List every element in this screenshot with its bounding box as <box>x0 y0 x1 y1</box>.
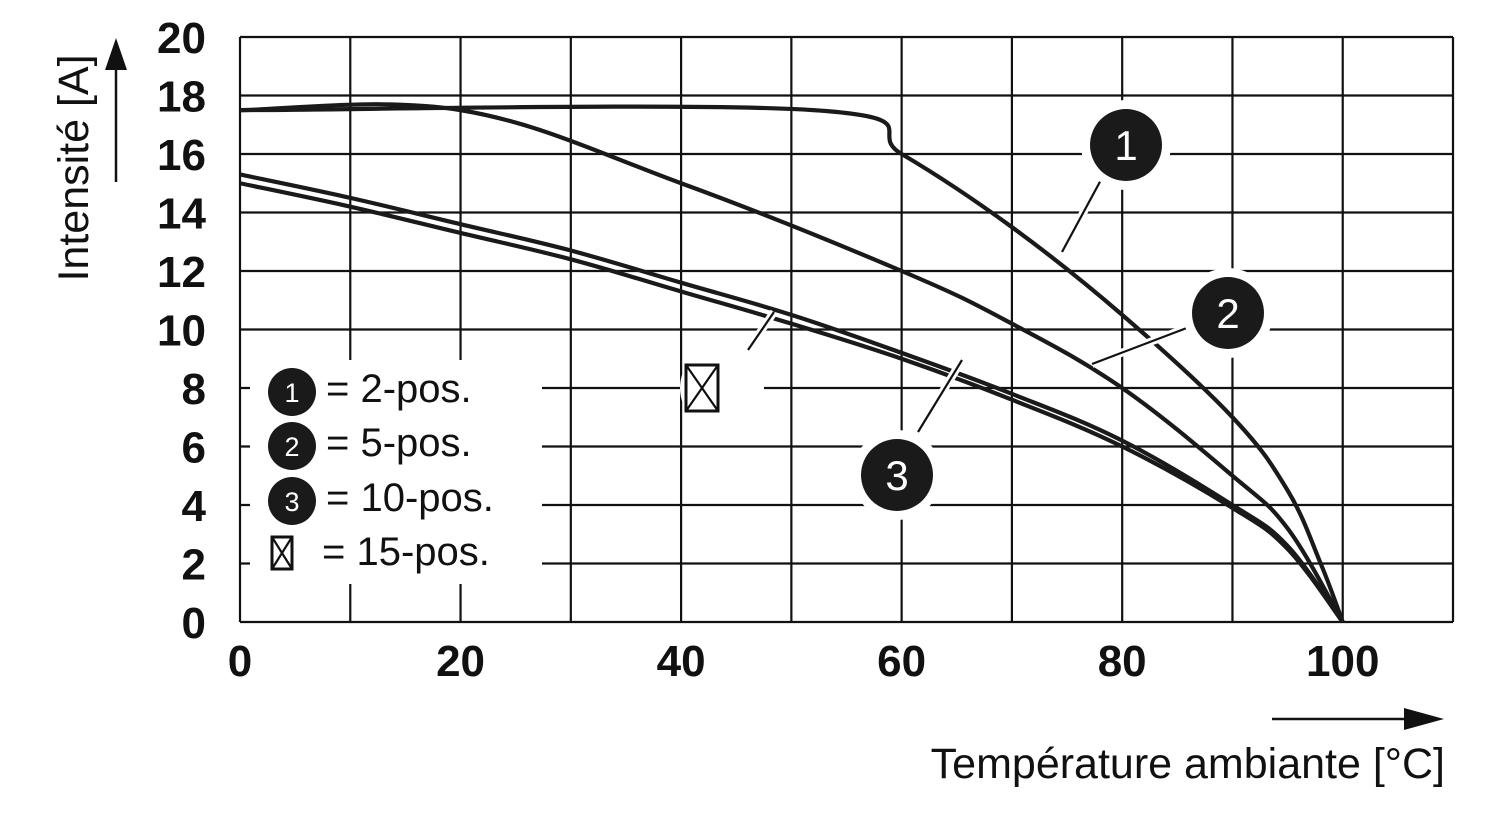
y-tick-label: 8 <box>182 365 206 414</box>
callout-marker-4-cross-b <box>685 364 719 412</box>
x-tick-label: 80 <box>1098 637 1147 686</box>
callout-marker-2-label: 2 <box>1216 290 1239 337</box>
callout-marker-3-label: 3 <box>885 452 908 499</box>
series-line-2 <box>239 102 1345 624</box>
callout-marker-1 <box>1090 109 1162 181</box>
curves <box>239 102 1345 624</box>
curve-callouts: 1 2 3 <box>680 100 1273 520</box>
y-tick-label: 14 <box>157 190 206 239</box>
legend-item-label: = 2-pos. <box>326 367 472 411</box>
callout-marker-3 <box>861 439 933 511</box>
y-tick-label: 6 <box>182 424 206 473</box>
callout-leader-4 <box>747 311 775 351</box>
y-axis-arrow <box>105 38 127 182</box>
legend-marker-label: 3 <box>284 487 299 517</box>
x-tick-label: 40 <box>657 637 706 686</box>
legend-marker-4-cross-b <box>271 536 293 570</box>
x-tick-label: 0 <box>228 637 252 686</box>
legend-marker-4 <box>270 535 294 571</box>
legend-marker-3 <box>268 477 316 525</box>
callout-marker-2 <box>1192 277 1264 349</box>
y-tick-label: 10 <box>157 307 206 356</box>
x-tick-label: 100 <box>1306 637 1379 686</box>
y-tick-label: 16 <box>157 131 206 180</box>
series-line-1 <box>239 104 1345 623</box>
legend-marker-label: 2 <box>284 432 299 462</box>
y-tick-label: 12 <box>157 248 206 297</box>
callout-leader-3 <box>917 359 963 433</box>
series-line-4 <box>239 181 1345 624</box>
y-tick-label: 0 <box>182 599 206 648</box>
callout-leader-2 <box>1091 324 1193 366</box>
y-tick-label: 4 <box>182 482 207 531</box>
callout-marker-1-label: 1 <box>1114 122 1137 169</box>
legend-marker-label: 1 <box>284 378 299 408</box>
x-axis-title: Température ambiante [°C] <box>931 740 1445 788</box>
legend-item-label: = 5-pos. <box>326 421 472 465</box>
y-tick-label: 18 <box>157 73 206 122</box>
y-tick-label: 20 <box>157 14 206 63</box>
x-tick-label: 60 <box>877 637 926 686</box>
grid <box>238 35 1455 624</box>
legend: 1 = 2-pos. 2 = 5-pos. 3 = 10-pos. = 15-pos. <box>250 360 542 584</box>
callout-leader-1 <box>1061 177 1103 253</box>
callout-marker-4 <box>684 363 720 413</box>
series-line-3 <box>239 172 1345 624</box>
y-axis-title: Intensité [A] <box>50 54 98 281</box>
legend-item-label: = 10-pos. <box>326 476 494 520</box>
legend-marker-2 <box>268 422 316 470</box>
legend-item-label: = 15-pos. <box>322 530 490 574</box>
y-tick-label: 2 <box>182 541 206 590</box>
x-axis-arrow <box>1272 708 1444 730</box>
x-tick-label: 20 <box>436 637 485 686</box>
legend-marker-1 <box>268 368 316 416</box>
